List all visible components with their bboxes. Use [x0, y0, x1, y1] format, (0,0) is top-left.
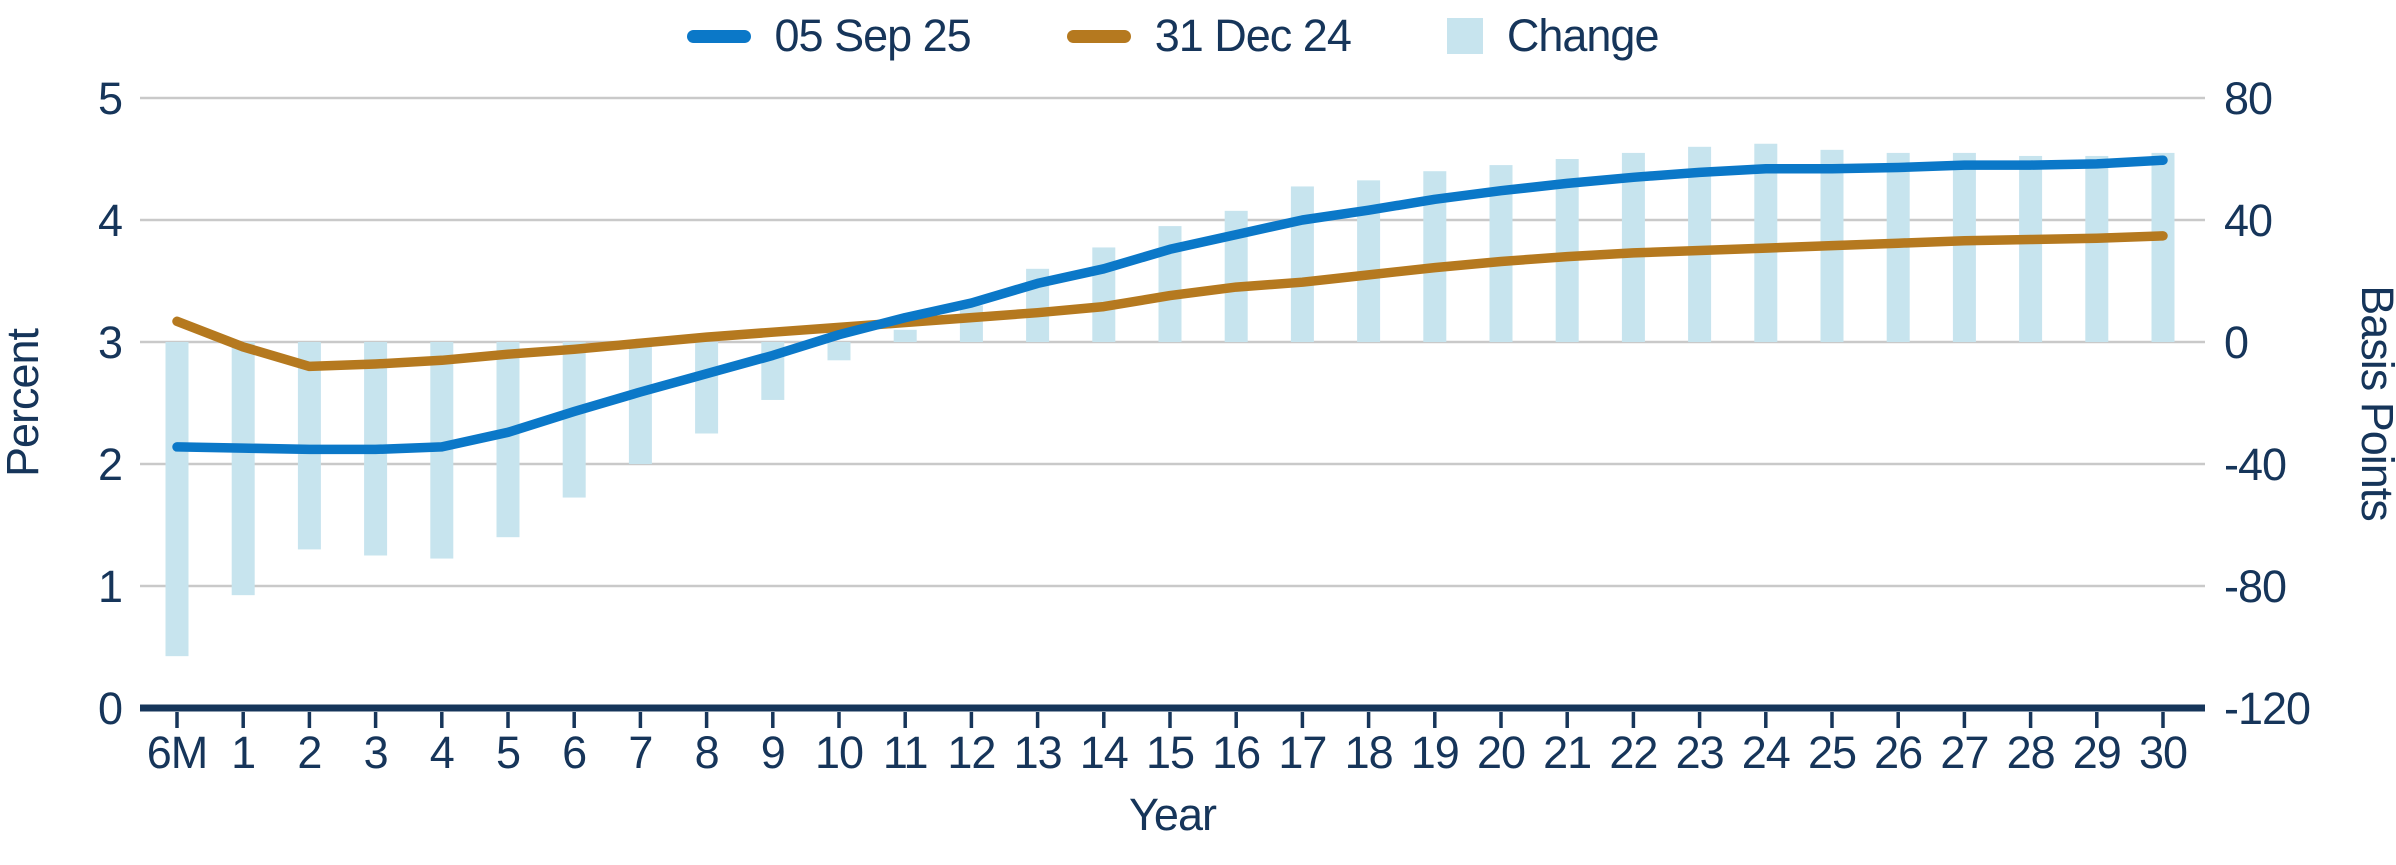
x-tick-label: 16 — [1212, 727, 1260, 778]
change-bar — [959, 305, 983, 342]
y-left-tick-label: 1 — [98, 561, 122, 612]
change-bar — [2151, 152, 2175, 342]
y-right-tick-label: 40 — [2224, 195, 2272, 246]
y-right-tick-label: -80 — [2224, 561, 2286, 612]
change-bar — [231, 342, 255, 596]
y-right-tick-label: -120 — [2224, 683, 2310, 734]
x-tick-label: 6 — [562, 727, 586, 778]
y-left-tick-label: 0 — [98, 683, 122, 734]
change-bar — [1290, 186, 1314, 342]
y-axis-title-right: Basis Points — [2352, 285, 2396, 521]
y-left-tick-label: 4 — [98, 195, 122, 246]
x-tick-label: 24 — [1742, 727, 1790, 778]
x-tick-label: 15 — [1146, 727, 1194, 778]
x-tick-label: 8 — [695, 727, 719, 778]
x-tick-label: 4 — [430, 727, 454, 778]
x-tick-label: 13 — [1014, 727, 1062, 778]
x-tick-label: 17 — [1278, 727, 1326, 778]
x-tick-label: 29 — [2073, 727, 2121, 778]
x-tick-label: 1 — [231, 727, 255, 778]
change-bar — [1555, 159, 1579, 342]
series-lines — [172, 155, 2168, 455]
x-tick-label: 11 — [883, 727, 928, 778]
x-tick-label: 10 — [815, 727, 863, 778]
change-bar — [2085, 155, 2109, 342]
series-line-31-dec-24 — [172, 231, 2168, 372]
change-bar — [165, 342, 189, 657]
change-bar — [1688, 146, 1712, 342]
change-bar — [1952, 152, 1976, 342]
change-bar — [496, 342, 520, 538]
axis-labels: 6M 1 2 3 4 5 6 7 8 9 10 11 12 13 14 15 16 17 18 19 20 21 22 23 2… — [0, 73, 2396, 840]
x-tick-label: 18 — [1345, 727, 1393, 778]
y-right-tick-label: 0 — [2224, 317, 2248, 368]
x-tick-label: 26 — [1874, 727, 1922, 778]
change-bar — [1621, 152, 1645, 342]
change-bar — [562, 342, 586, 498]
y-right-tick-label: 80 — [2224, 73, 2272, 124]
change-bar — [1489, 165, 1513, 342]
x-tick-label: 27 — [1940, 727, 1988, 778]
y-right-tick-label: -40 — [2224, 439, 2286, 490]
x-tick-label: 6M — [147, 727, 208, 778]
y-axis-title-left: Percent — [0, 327, 48, 477]
x-tick-label: 20 — [1477, 727, 1525, 778]
x-tick-label: 9 — [761, 727, 785, 778]
change-bar — [1224, 210, 1248, 342]
change-bar — [893, 329, 917, 342]
x-tick-label: 22 — [1609, 727, 1657, 778]
change-bar — [628, 342, 652, 464]
change-bar — [695, 342, 719, 434]
change-bar — [827, 342, 851, 361]
y-left-tick-label: 5 — [98, 73, 122, 124]
axes — [140, 704, 2205, 728]
x-tick-label: 7 — [628, 727, 652, 778]
change-bar — [1754, 143, 1778, 342]
x-tick-label: 23 — [1676, 727, 1724, 778]
x-tick-label: 3 — [364, 727, 388, 778]
change-bar — [2019, 155, 2043, 342]
change-bar — [1423, 171, 1447, 342]
x-tick-label: 21 — [1543, 727, 1591, 778]
y-left-tick-label: 2 — [98, 439, 122, 490]
x-tick-label: 28 — [2007, 727, 2055, 778]
y-left-tick-label: 3 — [98, 317, 122, 368]
x-tick-label: 14 — [1080, 727, 1128, 778]
x-tick-label: 5 — [496, 727, 520, 778]
x-tick-label: 2 — [297, 727, 321, 778]
series-line-05-sep-25 — [172, 155, 2168, 455]
x-tick-label: 19 — [1411, 727, 1459, 778]
x-tick-label: 30 — [2139, 727, 2187, 778]
x-tick-label: 12 — [947, 727, 995, 778]
x-axis-title: Year — [1129, 789, 1217, 840]
change-bar — [1357, 180, 1381, 342]
x-tick-label: 25 — [1808, 727, 1856, 778]
